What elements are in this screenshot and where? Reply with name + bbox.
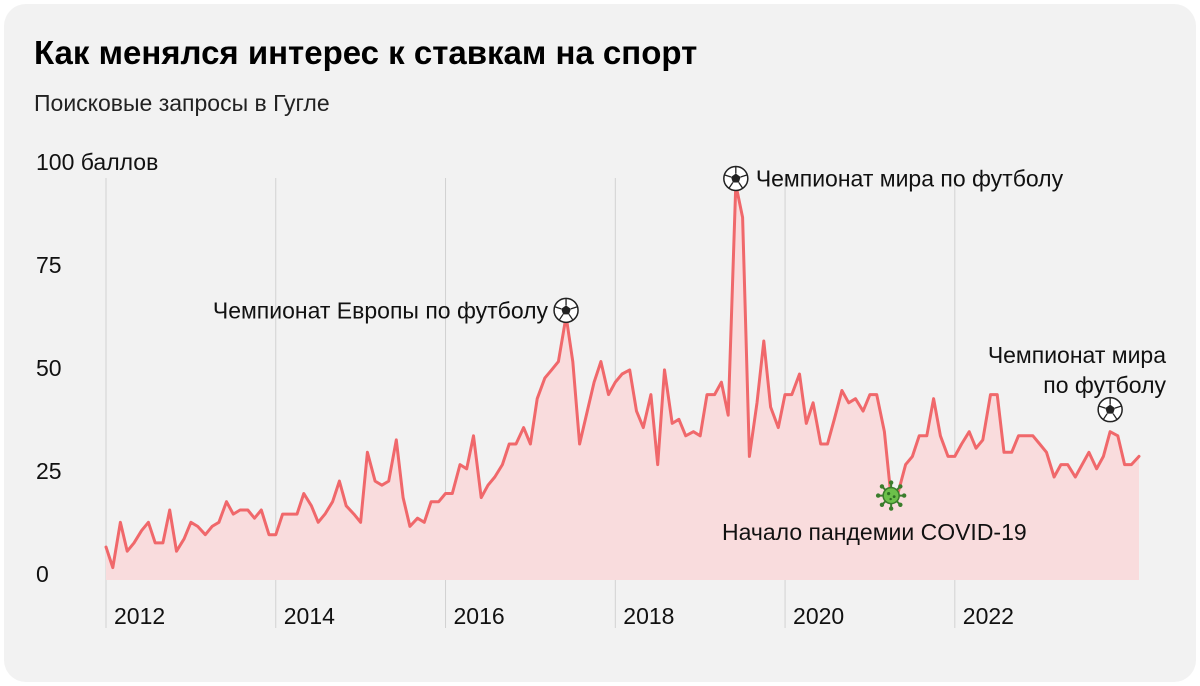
virus-icon	[874, 479, 908, 512]
x-tick-label: 2016	[454, 603, 505, 629]
x-tick-label: 2014	[284, 603, 335, 629]
annotation-label: Начало пандемии COVID-19	[722, 519, 1027, 545]
annotation-label: Чемпионат Европы по футболу	[213, 297, 549, 323]
y-tick-label: 100 баллов	[36, 149, 158, 175]
annotation-label: Чемпионат мира по футболу	[756, 165, 1064, 191]
y-tick-label: 0	[36, 561, 49, 587]
x-tick-label: 2022	[963, 603, 1014, 629]
chart-subtitle: Поисковые запросы в Гугле	[34, 90, 330, 116]
soccer-ball-icon	[723, 165, 749, 192]
y-tick-label: 25	[36, 458, 62, 484]
chart-title: Как менялся интерес к ставкам на спорт	[34, 34, 698, 71]
annotation-label: Чемпионат мира по футболу	[988, 342, 1167, 398]
x-tick-label: 2018	[623, 603, 674, 629]
soccer-ball-icon	[553, 297, 579, 324]
series-line	[104, 183, 1141, 570]
y-tick-label: 75	[36, 252, 62, 278]
y-tick-label: 50	[36, 355, 62, 381]
series-area	[106, 184, 1139, 580]
soccer-ball-icon	[1097, 396, 1123, 423]
x-tick-label: 2012	[114, 603, 165, 629]
x-tick-label: 2020	[793, 603, 844, 629]
